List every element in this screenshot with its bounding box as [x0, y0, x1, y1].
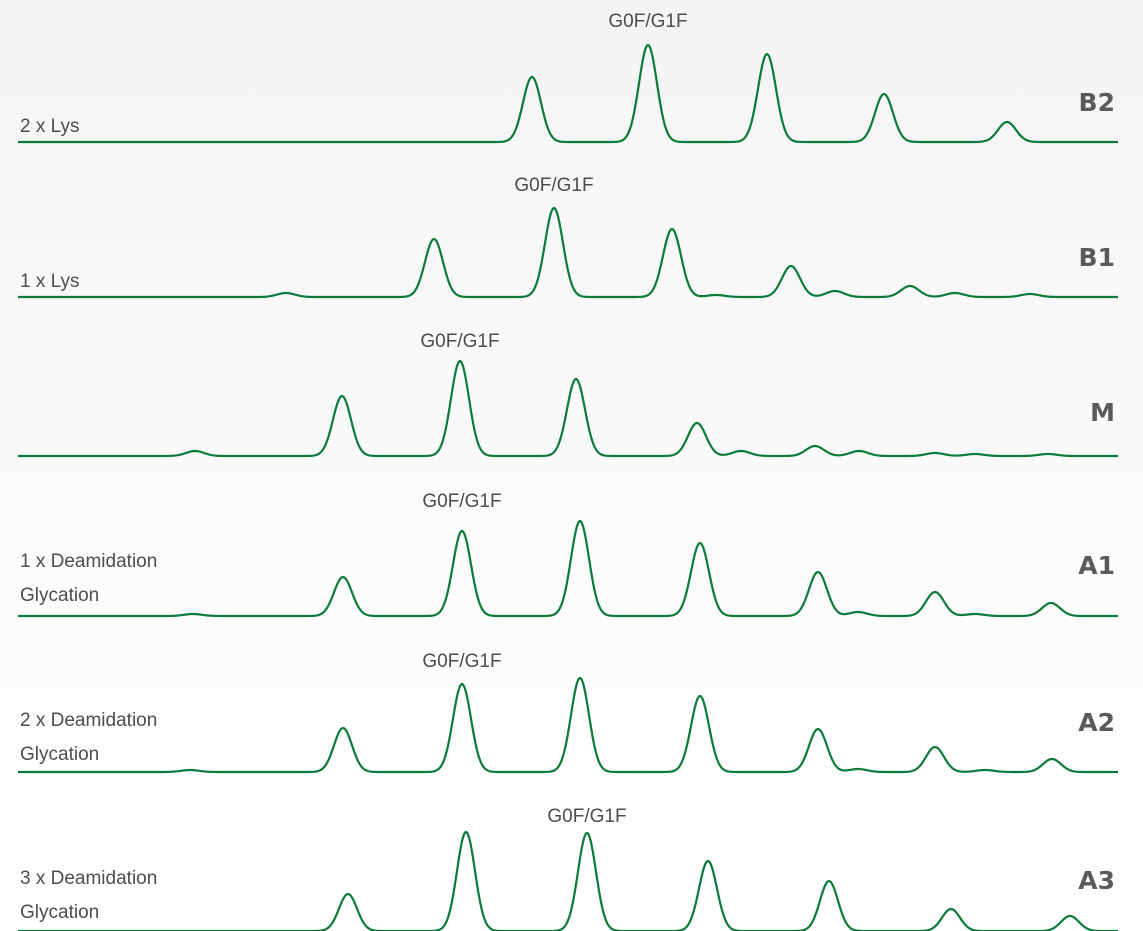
peak-annotation-a2: G0F/G1F: [422, 651, 501, 672]
peak-a1-4: [579, 520, 582, 523]
peak-a3-5: [828, 880, 831, 883]
peak-a2-5: [699, 695, 702, 698]
peak-a1-8: [934, 591, 937, 594]
trace-a2: [17, 676, 1119, 774]
peak-a1-10: [1050, 602, 1053, 605]
peak-a3-1: [347, 893, 350, 896]
peak-m-3: [459, 360, 462, 363]
peak-a2-7: [857, 768, 860, 771]
peak-a1-3: [461, 530, 464, 533]
peak-a2-3: [461, 683, 464, 686]
peak-m-5: [696, 422, 699, 425]
peak-annotation-m: G0F/G1F: [420, 331, 499, 352]
peak-a1-7: [857, 611, 860, 614]
peak-m-7: [814, 445, 817, 448]
peak-a3-6: [950, 908, 953, 911]
peak-a2-4: [579, 677, 582, 680]
peak-a2-1: [189, 769, 192, 772]
peak-m-4: [575, 378, 578, 381]
peak-m-8: [858, 450, 861, 453]
peak-b1-4: [671, 228, 674, 231]
peak-b1-1: [285, 292, 288, 295]
trace-b2: [17, 43, 1119, 144]
peak-b1-9: [954, 292, 957, 295]
trace-label-a1-2: Glycation: [20, 585, 99, 606]
peak-b1-3: [553, 207, 556, 210]
peak-a2-8: [934, 746, 937, 749]
trace-id-m: M: [1090, 398, 1115, 427]
trace-id-a2: A2: [1078, 708, 1115, 737]
trace-m: [17, 359, 1119, 458]
trace-label-a3-1: 3 x Deamidation: [20, 868, 157, 889]
peak-a3-4: [707, 860, 710, 863]
peak-annotation-b2: G0F/G1F: [608, 11, 687, 32]
peak-a1-5: [699, 542, 702, 545]
peak-annotation-b1: G0F/G1F: [514, 175, 593, 196]
peak-a2-6: [817, 728, 820, 731]
peak-b2-3: [766, 53, 769, 56]
peak-b1-10: [1029, 293, 1032, 296]
peak-annotation-a3: G0F/G1F: [547, 806, 626, 827]
peak-a2-2: [342, 727, 345, 730]
peak-b2-2: [647, 44, 650, 47]
peak-a1-9: [974, 613, 977, 616]
peak-m-10: [974, 453, 977, 456]
peak-b2-4: [883, 93, 886, 96]
peak-m-2: [341, 395, 344, 398]
trace-b1: [17, 206, 1119, 299]
trace-label-a2-2: Glycation: [20, 744, 99, 765]
trace-label-a3-2: Glycation: [20, 902, 99, 923]
peak-a1-6: [817, 571, 820, 574]
peak-a3-3: [586, 832, 589, 835]
trace-label-a2-1: 2 x Deamidation: [20, 710, 157, 731]
peak-m-11: [1047, 453, 1050, 456]
peak-m-6: [740, 450, 743, 453]
peak-b2-1: [531, 76, 534, 79]
trace-id-b1: B1: [1079, 243, 1115, 272]
peak-b1-2: [433, 238, 436, 241]
trace-id-b2: B2: [1079, 88, 1115, 117]
peak-a1-1: [192, 613, 195, 616]
trace-id-a3: A3: [1078, 866, 1115, 895]
trace-label-b2-1: 2 x Lys: [20, 116, 80, 137]
peak-a3-7: [1069, 915, 1072, 918]
trace-a3: [17, 830, 1119, 931]
peak-a2-10: [1051, 758, 1054, 761]
peak-m-9: [934, 452, 937, 455]
peak-a3-2: [465, 831, 468, 834]
peak-b1-8: [909, 285, 912, 288]
trace-id-a1: A1: [1078, 551, 1115, 580]
trace-label-b1-1: 1 x Lys: [20, 271, 80, 292]
peak-a2-9: [984, 769, 987, 772]
trace-a1: [17, 519, 1119, 618]
peak-b1-7: [834, 290, 837, 293]
peak-m-1: [194, 450, 197, 453]
peak-b2-5: [1006, 121, 1009, 124]
peak-annotation-a1: G0F/G1F: [422, 491, 501, 512]
peak-b1-6: [790, 265, 793, 268]
peak-b1-5: [715, 294, 718, 297]
peak-a1-2: [342, 576, 345, 579]
trace-label-a1-1: 1 x Deamidation: [20, 551, 157, 572]
